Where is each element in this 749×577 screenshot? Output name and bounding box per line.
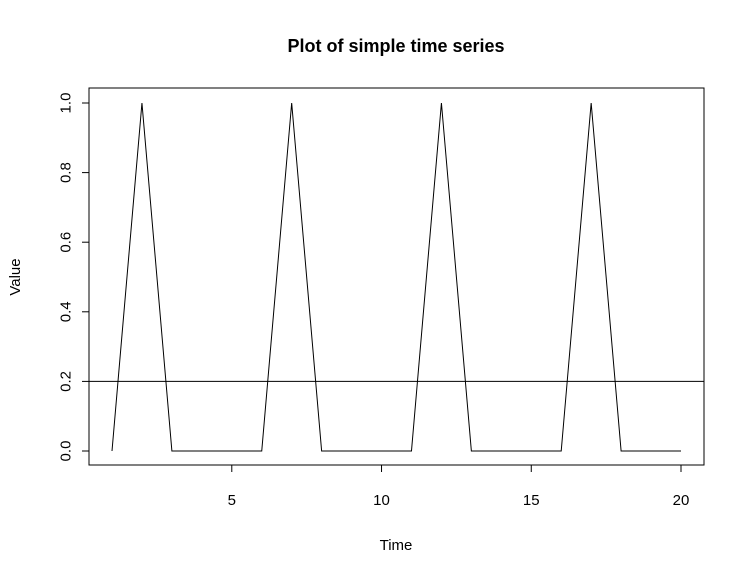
- x-tick-label: 10: [373, 492, 390, 509]
- x-axis-label: Time: [380, 537, 413, 554]
- x-tick-label: 5: [228, 492, 236, 509]
- x-tick-label: 20: [673, 492, 690, 509]
- chart-title: Plot of simple time series: [287, 36, 504, 56]
- y-tick-label: 0.0: [58, 441, 75, 462]
- y-axis: 0.0 0.2 0.4 0.6 0.8 1.0: [58, 93, 90, 462]
- y-axis-label: Value: [7, 258, 24, 295]
- plot-frame: [88, 87, 705, 466]
- x-tick-label: 15: [523, 492, 540, 509]
- y-tick-label: 0.8: [58, 162, 75, 183]
- y-tick-label: 0.6: [58, 232, 75, 253]
- x-axis: 5 10 15 20: [228, 464, 690, 509]
- y-tick-label: 0.4: [58, 301, 75, 322]
- series-layer: [111, 102, 681, 452]
- y-tick-label: 0.2: [58, 371, 75, 392]
- series-line: [111, 102, 681, 452]
- y-tick-label: 1.0: [58, 93, 75, 114]
